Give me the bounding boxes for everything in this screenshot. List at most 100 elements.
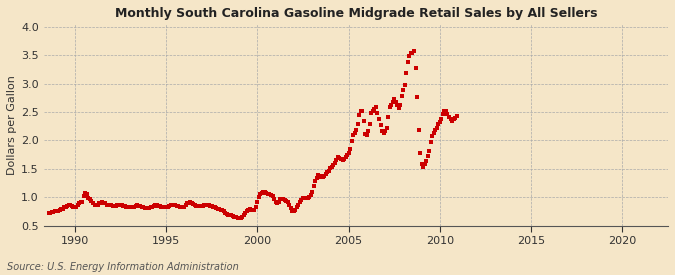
Point [209,205,220,210]
Point [198,203,209,207]
Point [287,209,298,213]
Point [342,153,352,157]
Point [252,200,263,204]
Point [258,190,269,194]
Point [148,204,159,208]
Point [241,209,252,213]
Point [190,203,200,207]
Point [421,159,431,164]
Point [76,200,86,205]
Point [53,209,63,213]
Point [407,51,418,56]
Point [133,204,144,208]
Point [395,102,406,107]
Point [129,205,140,209]
Point [451,114,462,118]
Point [121,205,132,209]
Point [238,213,249,218]
Point [61,204,72,208]
Point [416,162,427,166]
Point [207,204,217,208]
Point [310,178,321,183]
Point [208,205,219,209]
Point [327,164,338,169]
Point [363,128,374,133]
Point [389,97,400,102]
Point [78,193,89,198]
Point [150,203,161,207]
Point [185,200,196,205]
Point [439,109,450,113]
Point [205,204,215,208]
Point [315,174,325,178]
Point [282,200,293,205]
Point [323,168,334,173]
Point [94,201,105,206]
Point [400,82,410,87]
Point [374,117,385,121]
Point [168,202,179,207]
Point [351,128,362,132]
Point [101,202,112,207]
Point [357,109,368,113]
Point [234,216,244,221]
Point [367,109,378,113]
Point [337,158,348,163]
Point [433,122,443,127]
Point [70,205,80,210]
Point [95,201,106,205]
Point [443,114,454,119]
Point [437,111,448,116]
Point [200,203,211,207]
Point [392,103,403,107]
Point [89,202,100,207]
Point [412,94,423,99]
Point [126,205,136,210]
Point [49,209,60,214]
Point [354,113,364,118]
Point [300,196,311,200]
Point [106,203,117,207]
Point [171,204,182,208]
Point [288,209,299,214]
Point [231,215,242,219]
Point [68,205,79,210]
Point [97,200,107,205]
Point [366,111,377,115]
Point [371,105,381,110]
Point [396,94,407,98]
Point [383,114,394,119]
Point [313,173,323,177]
Point [348,133,358,138]
Point [138,205,148,210]
Point [278,197,289,202]
Point [51,209,62,214]
Point [429,131,439,135]
Point [142,206,153,210]
Point [103,203,113,207]
Point [162,205,173,209]
Point [321,172,331,176]
Point [436,117,447,121]
Point [369,106,380,111]
Point [237,215,248,219]
Point [203,203,214,207]
Point [259,189,270,194]
Point [221,212,232,216]
Point [186,201,197,205]
Point [329,160,340,165]
Point [151,203,162,207]
Point [113,202,124,207]
Point [90,203,101,207]
Point [141,206,152,210]
Point [202,203,213,207]
Point [442,111,453,116]
Point [215,208,226,212]
Point [227,214,238,218]
Point [60,205,71,209]
Point [59,205,70,210]
Point [55,207,66,211]
Point [250,205,261,210]
Point [219,209,230,214]
Point [82,192,92,197]
